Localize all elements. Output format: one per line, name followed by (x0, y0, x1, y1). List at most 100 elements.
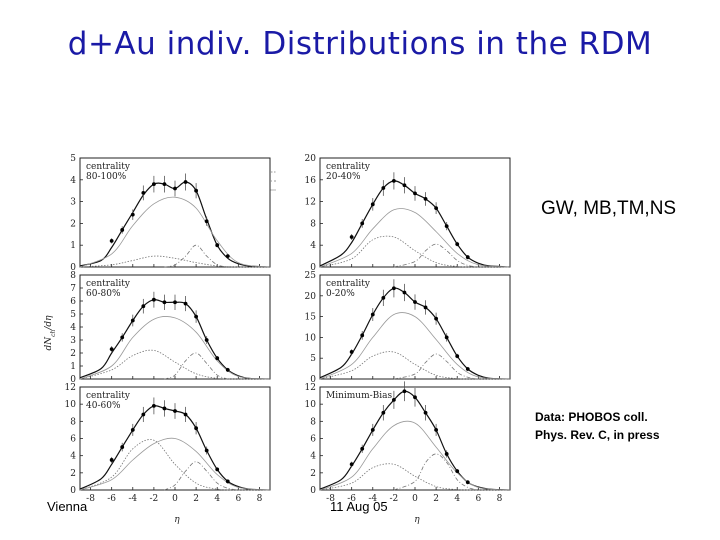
series-line-central (319, 208, 511, 268)
data-point (413, 191, 417, 196)
series-line-central (319, 312, 511, 380)
x-tick-label: 0 (412, 494, 418, 504)
data-point (173, 300, 177, 305)
footer-date: 11 Aug 05 (330, 499, 388, 514)
y-tick-label: 0 (310, 263, 316, 273)
data-point (360, 333, 365, 338)
y-tick-label: 16 (305, 176, 317, 186)
data-point (130, 212, 135, 217)
data-point (225, 479, 230, 484)
series-line-central (79, 437, 271, 491)
data-point (215, 356, 220, 361)
x-tick-label: 6 (475, 494, 481, 504)
y-tick-label: 20 (305, 292, 317, 302)
y-axis-label: dNch/dη (44, 315, 57, 351)
data-point (141, 304, 146, 309)
data-point (381, 295, 386, 300)
x-tick-label: -4 (128, 494, 137, 504)
data-point (151, 297, 156, 302)
y-tick-label: 2 (70, 219, 76, 229)
y-tick-label: 7 (70, 284, 76, 294)
data-point (162, 406, 167, 411)
panel-label-line: 20-40% (326, 172, 361, 182)
data-point (465, 255, 470, 260)
x-tick-label: -2 (389, 494, 398, 504)
y-tick-label: 10 (65, 400, 77, 410)
data-source-line-2: Phys. Rev. C, in press (535, 428, 660, 442)
panel-label-line: 60-80% (86, 289, 121, 299)
data-point (183, 180, 188, 184)
y-tick-label: 6 (70, 435, 76, 445)
y-tick-label: 2 (310, 469, 316, 479)
series-line-target (393, 243, 479, 268)
data-point (109, 347, 114, 351)
data-point (423, 305, 428, 310)
y-tick-label: 10 (305, 333, 317, 343)
figure-svg: dNch/dη η η projectile target central 01… (44, 154, 511, 525)
data-point (109, 458, 114, 462)
x-tick-label: 8 (497, 494, 503, 504)
x-tick-label: -4 (368, 494, 377, 504)
series-line-central (79, 196, 271, 268)
data-point (402, 183, 407, 188)
data-source-note: Data: PHOBOS coll. Phys. Rev. C, in pres… (535, 408, 660, 444)
y-tick-label: 6 (70, 297, 76, 307)
model-label: GW, MB,TM,NS (541, 198, 677, 219)
y-tick-label: 8 (70, 271, 76, 281)
y-tick-label: 12 (65, 383, 76, 393)
x-tick-label: -6 (347, 494, 356, 504)
data-point (349, 350, 354, 354)
data-point (141, 190, 146, 195)
y-tick-label: 3 (70, 336, 76, 346)
data-point (162, 300, 167, 305)
panel-frame (79, 274, 271, 380)
y-tick-label: 5 (70, 154, 76, 164)
x-tick-label: -6 (107, 494, 116, 504)
y-tick-label: 20 (305, 154, 317, 164)
data-point (162, 182, 167, 187)
y-tick-label: 12 (305, 198, 316, 208)
data-point (444, 224, 449, 229)
data-point (370, 202, 375, 207)
y-tick-label: 5 (70, 310, 76, 320)
y-axis-label-sub: ch (50, 330, 57, 337)
data-point (391, 397, 396, 402)
x-tick-label: -8 (326, 494, 335, 504)
x-tick-label: 0 (172, 494, 178, 504)
data-point (434, 206, 439, 211)
series-line-projectile (79, 255, 271, 268)
data-point (151, 403, 156, 408)
data-point (381, 410, 386, 415)
data-point (413, 300, 417, 304)
panel-frame (319, 274, 511, 380)
data-point (360, 446, 365, 451)
x-tick-label: 2 (193, 494, 199, 504)
y-tick-label: 4 (70, 323, 76, 333)
panel-frame (79, 157, 271, 268)
y-tick-label: 3 (70, 198, 76, 208)
data-point (183, 412, 188, 417)
data-point (120, 445, 125, 449)
data-point (109, 238, 114, 243)
y-tick-label: 2 (70, 349, 76, 359)
data-point (120, 335, 125, 340)
data-point (130, 318, 135, 323)
data-point (194, 314, 199, 319)
series-line-target (164, 461, 239, 491)
series-line-central (79, 316, 271, 380)
data-point (381, 186, 386, 190)
data-point (455, 242, 460, 247)
data-point (349, 235, 354, 239)
y-tick-label: 10 (305, 400, 317, 410)
panel-label-line: 40-60% (86, 401, 121, 411)
y-tick-label: 8 (310, 219, 316, 229)
y-tick-label: 12 (305, 383, 316, 393)
y-tick-label: 2 (70, 469, 76, 479)
data-point (151, 182, 156, 187)
data-point (194, 426, 199, 431)
data-point (225, 368, 230, 372)
data-point (423, 196, 428, 201)
